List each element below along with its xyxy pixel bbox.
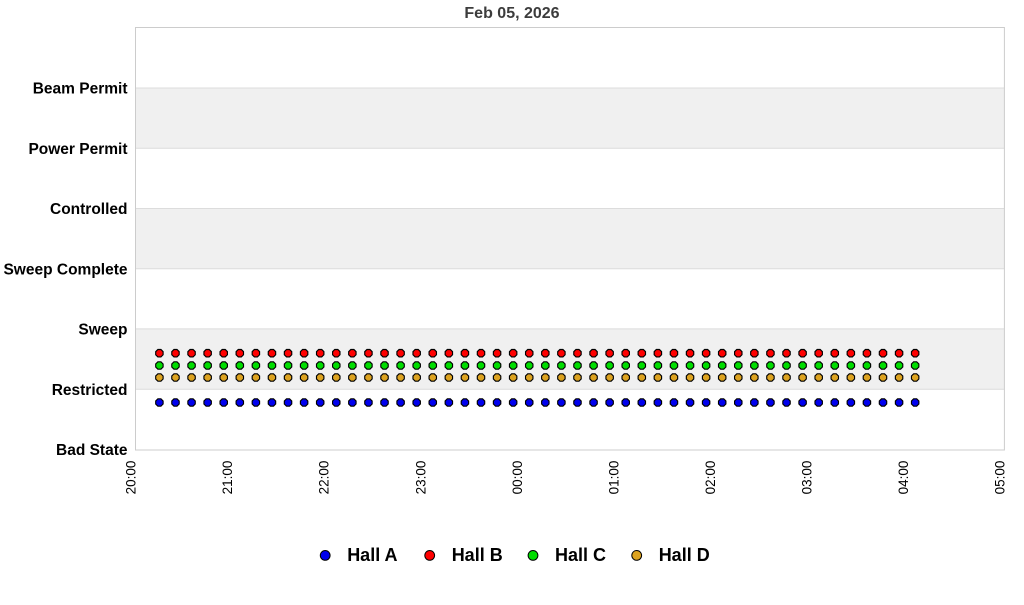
svg-text:Hall D: Hall D (659, 545, 710, 565)
svg-text:Sweep Complete: Sweep Complete (3, 261, 127, 278)
svg-text:Controlled: Controlled (50, 201, 128, 218)
svg-text:04:00: 04:00 (896, 461, 911, 495)
svg-text:02:00: 02:00 (703, 461, 718, 495)
svg-text:Beam Permit: Beam Permit (33, 81, 128, 98)
svg-text:21:00: 21:00 (220, 461, 235, 495)
svg-text:20:00: 20:00 (124, 461, 139, 495)
svg-text:Restricted: Restricted (52, 382, 128, 399)
svg-text:Power Permit: Power Permit (28, 141, 127, 158)
svg-text:Sweep: Sweep (78, 322, 127, 339)
svg-text:Feb 05, 2026: Feb 05, 2026 (464, 5, 559, 22)
svg-text:03:00: 03:00 (799, 461, 814, 495)
svg-text:00:00: 00:00 (510, 461, 525, 495)
svg-text:Hall B: Hall B (452, 545, 503, 565)
svg-text:Hall A: Hall A (347, 545, 397, 565)
svg-text:01:00: 01:00 (606, 461, 621, 495)
svg-text:22:00: 22:00 (317, 461, 332, 495)
svg-text:Bad State: Bad State (56, 442, 128, 459)
svg-text:23:00: 23:00 (413, 461, 428, 495)
svg-text:Hall C: Hall C (555, 545, 606, 565)
svg-text:05:00: 05:00 (992, 461, 1007, 495)
